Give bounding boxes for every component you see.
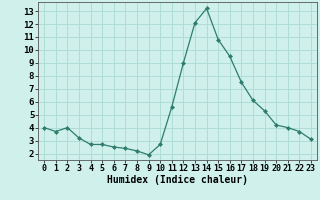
X-axis label: Humidex (Indice chaleur): Humidex (Indice chaleur): [107, 175, 248, 185]
